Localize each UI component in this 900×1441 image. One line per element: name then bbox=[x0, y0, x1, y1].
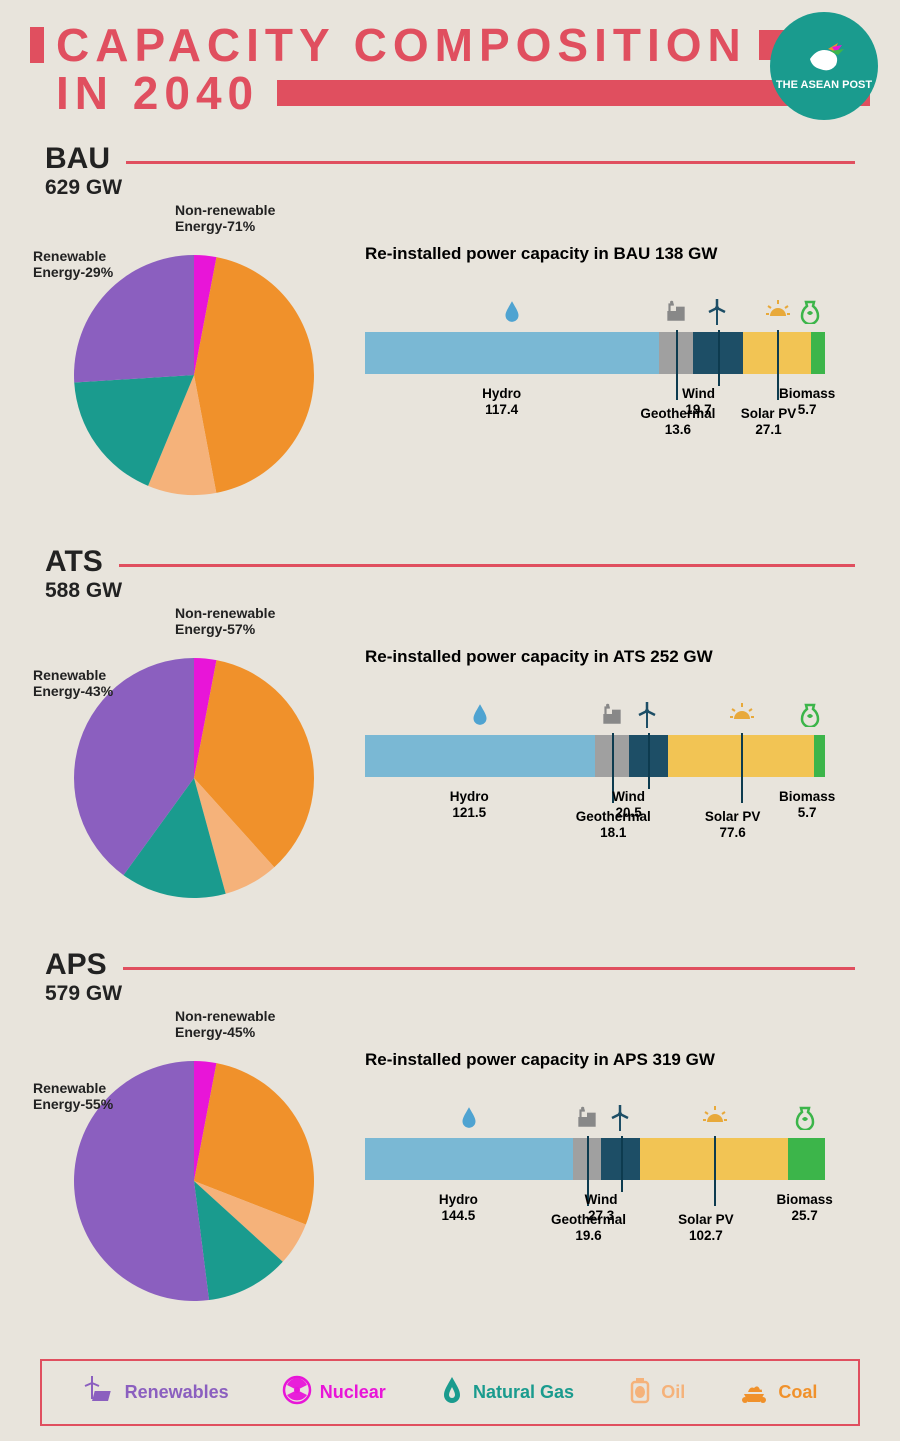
stacked-bar bbox=[365, 332, 825, 374]
wind-icon bbox=[635, 701, 659, 735]
wind-icon bbox=[705, 298, 729, 332]
scenario-ats: ATS 588 GW Non-renewableEnergy-57% Renew… bbox=[0, 535, 900, 938]
bar-tick-wind bbox=[718, 330, 720, 386]
bar-label-row: Hydro144.5Geothermal19.6Wind27.3Solar PV… bbox=[365, 1182, 825, 1272]
bar-label-hydro: Hydro144.5 bbox=[439, 1192, 478, 1224]
pie-chart-wrap: Non-renewableEnergy-57% RenewableEnergy-… bbox=[45, 607, 335, 928]
energy-legend: Renewables Nuclear Natural Gas Oil Coal bbox=[40, 1359, 860, 1426]
label-nonrenewable: Non-renewableEnergy-57% bbox=[175, 605, 275, 637]
hummingbird-icon bbox=[800, 41, 848, 77]
bar-segment-biomass bbox=[811, 332, 825, 374]
label-nonrenewable: Non-renewableEnergy-71% bbox=[175, 202, 275, 234]
bar-label-hydro: Hydro121.5 bbox=[450, 789, 489, 821]
scenario-capacity: 588 GW bbox=[45, 579, 855, 603]
bar-label-solar: Solar PV77.6 bbox=[705, 809, 761, 841]
bar-title: Re-installed power capacity in BAU 138 G… bbox=[365, 244, 855, 264]
scenario-aps: APS 579 GW Non-renewableEnergy-45% Renew… bbox=[0, 938, 900, 1341]
label-renewable: RenewableEnergy-55% bbox=[33, 1080, 113, 1112]
geothermal-icon bbox=[599, 701, 625, 733]
stacked-bar-section: Re-installed power capacity in APS 319 G… bbox=[365, 1010, 855, 1272]
bar-label-wind: Wind20.5 bbox=[612, 789, 645, 821]
logo-text: THE ASEAN POST bbox=[776, 79, 872, 91]
legend-label: Renewables bbox=[125, 1382, 229, 1403]
label-renewable: RenewableEnergy-29% bbox=[33, 248, 113, 280]
scenario-divider bbox=[119, 564, 855, 567]
legend-item-coal: Coal bbox=[738, 1376, 817, 1409]
bar-tick-wind bbox=[621, 1136, 623, 1192]
bar-label-hydro: Hydro117.4 bbox=[482, 386, 521, 418]
scenario-capacity: 629 GW bbox=[45, 176, 855, 200]
bar-label-biomass: Biomass5.7 bbox=[779, 789, 835, 821]
pie-chart-wrap: Non-renewableEnergy-45% RenewableEnergy-… bbox=[45, 1010, 335, 1331]
bar-segment-hydro bbox=[365, 735, 595, 777]
bar-segment-biomass bbox=[814, 735, 825, 777]
stacked-bar-section: Re-installed power capacity in ATS 252 G… bbox=[365, 607, 855, 869]
bar-icon-row bbox=[365, 298, 825, 328]
bar-label-biomass: Biomass25.7 bbox=[777, 1192, 833, 1224]
legend-item-renewables: Renewables bbox=[83, 1375, 229, 1410]
legend-label: Nuclear bbox=[320, 1382, 386, 1403]
legend-item-gas: Natural Gas bbox=[439, 1375, 574, 1410]
oil-icon bbox=[627, 1375, 653, 1410]
hydro-icon bbox=[467, 701, 493, 733]
bar-tick-wind bbox=[648, 733, 650, 789]
coal-icon bbox=[738, 1376, 770, 1409]
legend-label: Natural Gas bbox=[473, 1382, 574, 1403]
gas-icon bbox=[439, 1375, 465, 1410]
bar-tick-solar bbox=[714, 1136, 716, 1206]
stacked-bar-section: Re-installed power capacity in BAU 138 G… bbox=[365, 204, 855, 466]
title-line-1: CAPACITY COMPOSITION bbox=[56, 18, 747, 72]
bar-icon-row bbox=[365, 1104, 825, 1134]
solar-icon bbox=[701, 1104, 729, 1134]
page-header: CAPACITY COMPOSITION IN 2040 THE ASEAN P… bbox=[0, 0, 900, 132]
pie-chart-wrap: Non-renewableEnergy-71% RenewableEnergy-… bbox=[45, 204, 335, 525]
bar-label-row: Hydro117.4Geothermal13.6Wind19.7Solar PV… bbox=[365, 376, 825, 466]
bar-label-biomass: Biomass5.7 bbox=[779, 386, 835, 418]
scenario-name: ATS bbox=[45, 545, 103, 579]
nuclear-icon bbox=[282, 1375, 312, 1410]
biomass-icon bbox=[799, 298, 821, 330]
publisher-logo: THE ASEAN POST bbox=[770, 12, 878, 120]
label-nonrenewable: Non-renewableEnergy-45% bbox=[175, 1008, 275, 1040]
legend-label: Oil bbox=[661, 1382, 685, 1403]
wind-icon bbox=[608, 1104, 632, 1138]
bar-label-solar: Solar PV102.7 bbox=[678, 1212, 734, 1244]
bar-title: Re-installed power capacity in APS 319 G… bbox=[365, 1050, 855, 1070]
bar-title: Re-installed power capacity in ATS 252 G… bbox=[365, 647, 855, 667]
bar-segment-hydro bbox=[365, 1138, 573, 1180]
legend-item-oil: Oil bbox=[627, 1375, 685, 1410]
biomass-icon bbox=[794, 1104, 816, 1136]
bar-tick-solar bbox=[741, 733, 743, 803]
biomass-icon bbox=[799, 701, 821, 733]
bar-segment-biomass bbox=[788, 1138, 825, 1180]
scenario-bau: BAU 629 GW Non-renewableEnergy-71% Renew… bbox=[0, 132, 900, 535]
bar-label-wind: Wind19.7 bbox=[682, 386, 715, 418]
legend-label: Coal bbox=[778, 1382, 817, 1403]
solar-icon bbox=[764, 298, 792, 328]
scenario-capacity: 579 GW bbox=[45, 982, 855, 1006]
legend-item-nuclear: Nuclear bbox=[282, 1375, 386, 1410]
title-accent-left bbox=[30, 27, 44, 63]
scenario-divider bbox=[123, 967, 855, 970]
bar-label-row: Hydro121.5Geothermal18.1Wind20.5Solar PV… bbox=[365, 779, 825, 869]
bar-tick-geothermal bbox=[676, 330, 678, 400]
hydro-icon bbox=[456, 1104, 482, 1136]
hydro-icon bbox=[499, 298, 525, 330]
bar-icon-row bbox=[365, 701, 825, 731]
geothermal-icon bbox=[663, 298, 689, 330]
label-renewable: RenewableEnergy-43% bbox=[33, 667, 113, 699]
renewables-icon bbox=[83, 1375, 117, 1410]
bar-label-wind: Wind27.3 bbox=[585, 1192, 618, 1224]
solar-icon bbox=[728, 701, 756, 731]
stacked-bar bbox=[365, 735, 825, 777]
bar-segment-hydro bbox=[365, 332, 659, 374]
title-line-2: IN 2040 bbox=[56, 66, 259, 120]
scenario-name: BAU bbox=[45, 142, 110, 176]
scenario-divider bbox=[126, 161, 855, 164]
stacked-bar bbox=[365, 1138, 825, 1180]
geothermal-icon bbox=[574, 1104, 600, 1136]
scenario-name: APS bbox=[45, 948, 107, 982]
